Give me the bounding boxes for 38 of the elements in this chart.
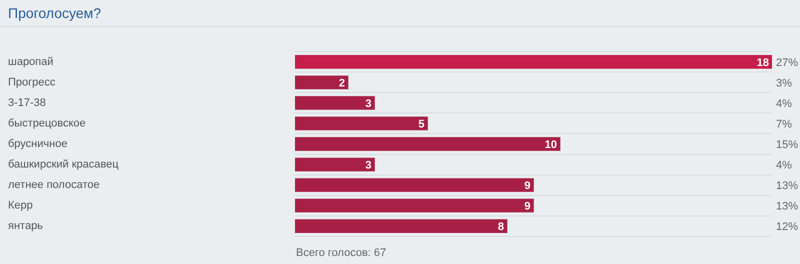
text: 12% — [776, 221, 798, 234]
y-tick-label: Керр — [8, 200, 33, 212]
y-tick-label: Прогресс — [8, 76, 56, 88]
text: 3% — [776, 77, 792, 90]
data-label: 5 — [418, 118, 424, 130]
y-tick-label: башкирский красавец — [8, 158, 120, 171]
data-label: 3 — [365, 160, 372, 172]
data-label: 10 — [544, 139, 557, 152]
bar — [295, 137, 560, 151]
data-label: 18 — [756, 56, 769, 69]
text: 13% — [776, 200, 798, 213]
bar — [295, 55, 772, 69]
text: 13% — [776, 180, 798, 192]
text: 4% — [776, 98, 792, 110]
text: Проголосуем? — [8, 5, 102, 21]
text: 15% — [776, 139, 798, 152]
bar — [295, 198, 534, 212]
y-tick-label: летнее полосатое — [8, 179, 100, 192]
data-label: 9 — [524, 180, 530, 192]
bar — [295, 96, 375, 110]
y-tick-label: янтарь — [8, 220, 44, 232]
text: 7% — [776, 118, 792, 130]
text: 4% — [776, 160, 792, 172]
text: 27% — [776, 56, 798, 69]
bar — [295, 219, 508, 233]
data-label: 9 — [524, 200, 530, 213]
bar — [295, 178, 534, 192]
y-tick-label: шаропай — [8, 56, 54, 68]
bar — [295, 116, 428, 130]
text: Всего голосов: 67 — [296, 247, 386, 259]
y-tick-label: 3-17-38 — [8, 96, 46, 109]
y-tick-label: быстрецовское — [8, 118, 86, 130]
data-label: 2 — [338, 77, 345, 90]
bar — [295, 76, 348, 90]
bar — [295, 158, 375, 172]
data-label: 3 — [365, 98, 372, 110]
data-label: 8 — [498, 221, 504, 234]
y-tick-label: брусничное — [8, 138, 68, 150]
